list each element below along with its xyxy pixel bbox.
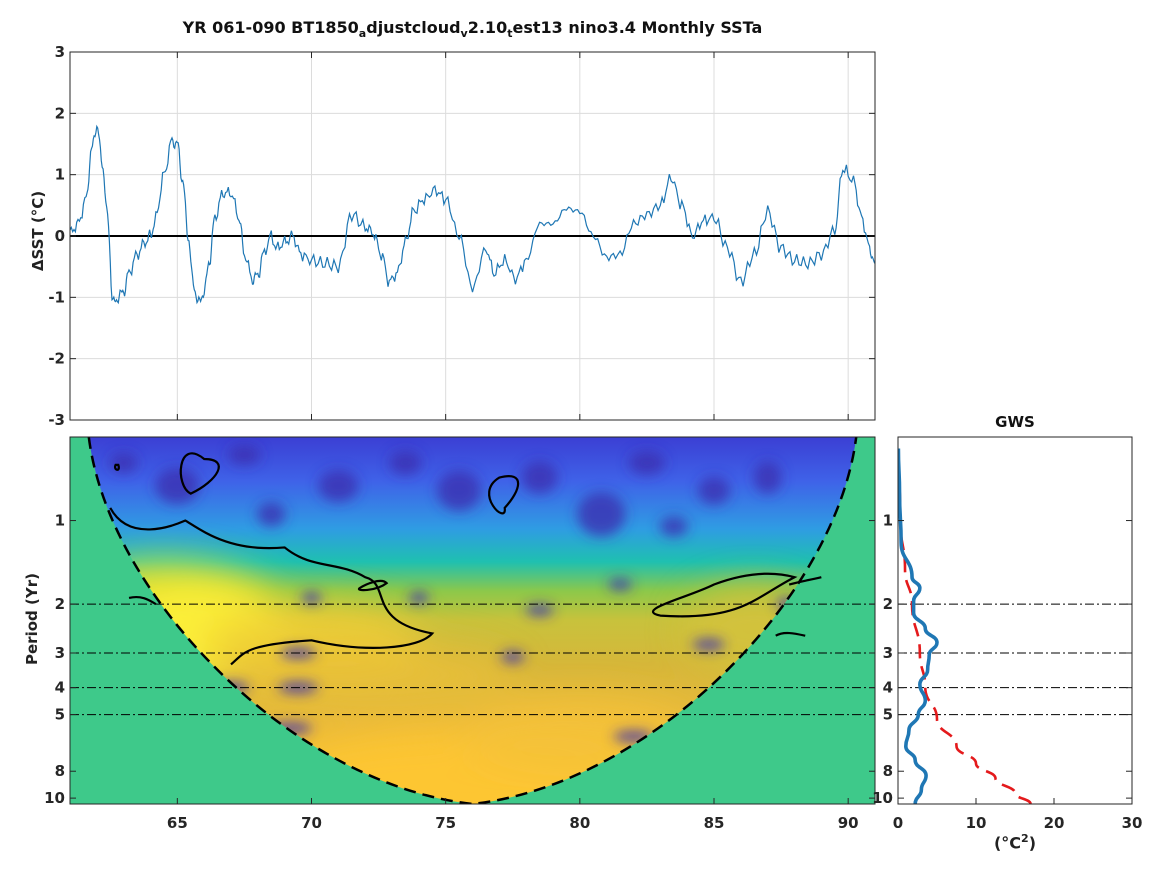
gws-ytick-label: 8 [883, 762, 893, 780]
power-blob [215, 644, 516, 705]
sst-ytick-label: -1 [48, 288, 65, 306]
gws-ytick-label: 2 [883, 595, 893, 613]
wavelet-ytick-label: 4 [55, 679, 65, 697]
significance-contour [128, 596, 157, 606]
chart-title: YR 061-090 BT1850adjustcloudv2.10test13 … [182, 18, 763, 41]
sst-axis-ticks: -3 -2 -1 0 1 2 3 [48, 43, 875, 429]
gws-xtick-label: 0 [893, 814, 903, 832]
sst-ytick-label: 2 [55, 104, 65, 122]
significance-contour [651, 572, 798, 618]
power-hole [408, 591, 429, 604]
wavelet-ytick-label: 5 [55, 706, 65, 724]
significance-contour [488, 475, 520, 515]
wavelet-xtick-label: 70 [301, 814, 322, 832]
wavelet-contours [109, 452, 822, 666]
wavelet-xtick-label: 80 [569, 814, 590, 832]
gws-ytick-label: 10 [872, 789, 893, 807]
power-hole [521, 461, 558, 494]
power-hole [608, 578, 633, 591]
gws-x-axis-label: (°C2) [993, 832, 1037, 853]
power-hole [500, 650, 525, 663]
power-hole [389, 450, 422, 475]
significance-contour [109, 507, 435, 666]
power-hole [525, 603, 554, 616]
power-hole [577, 492, 626, 537]
gws-ytick-label: 4 [883, 679, 893, 697]
power-hole [698, 476, 730, 505]
gws-power-curve [898, 448, 939, 804]
sst-ytick-label: 0 [55, 227, 65, 245]
gws-xtick-label: 20 [1044, 814, 1065, 832]
power-hole [109, 452, 138, 473]
wavelet-ytick-label: 8 [55, 762, 65, 780]
significance-contour [179, 452, 220, 495]
power-hole [228, 444, 261, 465]
power-hole [301, 591, 322, 604]
wavelet-spectrum-panel: 65 70 75 80 85 90 1 2 3 4 5 8 10 [44, 436, 876, 832]
wavelet-xtick-label: 90 [838, 814, 859, 832]
gws-title: GWS [995, 413, 1035, 431]
power-hole [437, 470, 482, 511]
wavelet-ytick-label: 3 [55, 644, 65, 662]
wavelet-ytick-label: 10 [44, 789, 65, 807]
wavelet-ytick-label: 2 [55, 595, 65, 613]
significance-contour [775, 631, 806, 637]
power-hole [318, 469, 359, 502]
sst-ytick-label: -3 [48, 411, 65, 429]
cone-of-influence [87, 437, 858, 804]
gws-xtick-label: 10 [966, 814, 987, 832]
wavelet-xtick-label: 75 [435, 814, 456, 832]
wavelet-xtick-label: 85 [704, 814, 725, 832]
gws-ytick-label: 5 [883, 706, 893, 724]
sst-ytick-label: 3 [55, 43, 65, 61]
wavelet-axis-ticks: 65 70 75 80 85 90 1 2 3 4 5 8 10 [44, 512, 875, 832]
significance-contour [357, 579, 389, 592]
power-hole [753, 461, 782, 494]
gws-ytick-label: 1 [883, 512, 893, 530]
significance-contour [113, 463, 120, 471]
sst-ytick-label: -2 [48, 350, 65, 368]
wavelet-reference-lines [70, 603, 875, 716]
power-hole [692, 638, 725, 651]
gws-ytick-label: 3 [883, 644, 893, 662]
gws-xtick-label: 30 [1122, 814, 1143, 832]
power-hole [659, 516, 688, 537]
sst-ytick-label: 1 [55, 166, 65, 184]
power-hole [257, 502, 286, 527]
significance-contour [788, 576, 822, 586]
power-hole [628, 450, 665, 475]
sst-timeseries-panel: -3 -2 -1 0 1 2 3 [48, 43, 876, 429]
power-hole [155, 467, 200, 504]
sst-series-line [70, 124, 875, 305]
wavelet-xtick-label: 65 [167, 814, 188, 832]
wavelet-ytick-label: 1 [55, 512, 65, 530]
